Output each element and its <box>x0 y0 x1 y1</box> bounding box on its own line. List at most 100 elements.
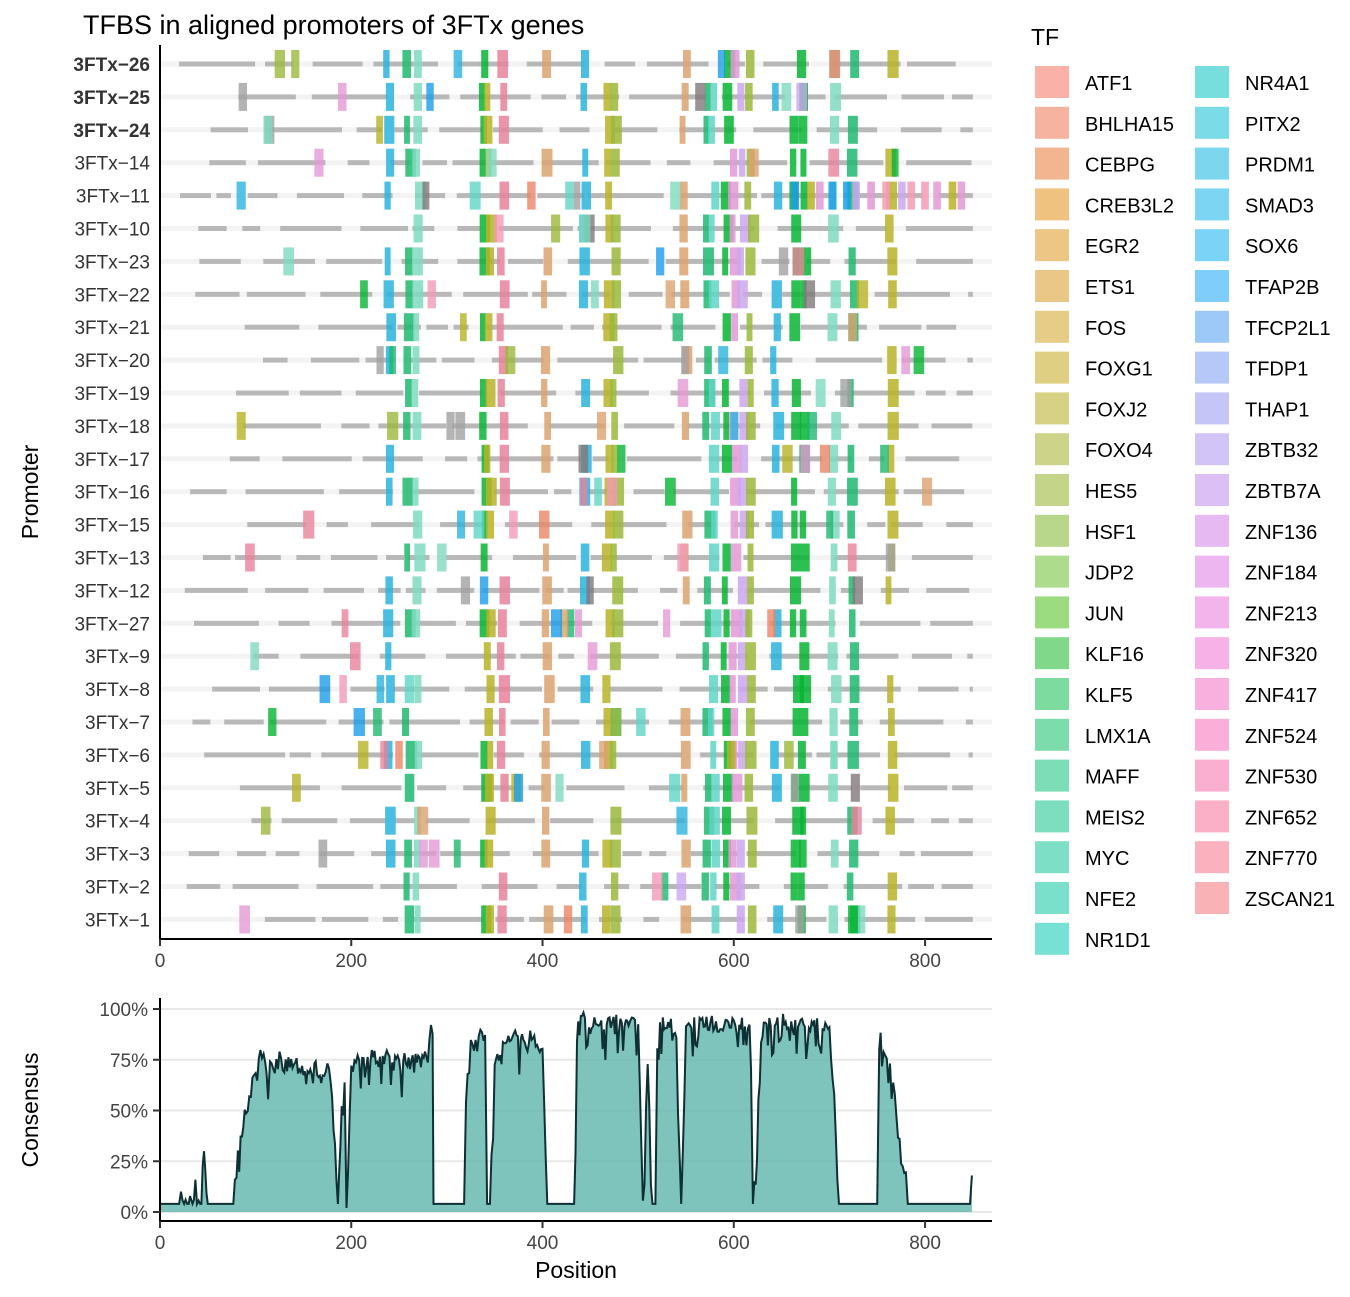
binding-site <box>415 181 426 210</box>
binding-site <box>303 510 315 539</box>
binding-site <box>887 510 899 539</box>
sequence-segment <box>452 423 528 429</box>
bottom-x-axis-title: Position <box>535 1257 617 1283</box>
binding-site <box>745 708 755 736</box>
binding-site <box>580 82 588 111</box>
binding-site <box>745 740 757 769</box>
binding-site <box>891 148 899 177</box>
binding-site <box>898 181 906 210</box>
sequence-segment <box>246 291 306 297</box>
sequence-segment <box>931 423 973 429</box>
sequence-segment <box>537 193 585 199</box>
legend-entry: TFAP2B <box>1245 277 1319 299</box>
sequence-segment <box>498 226 573 231</box>
binding-site <box>412 148 420 177</box>
sequence-segment <box>920 851 973 857</box>
sequence-segment <box>510 719 539 725</box>
binding-site <box>414 50 422 78</box>
binding-site <box>800 806 807 835</box>
binding-site <box>239 905 250 934</box>
sequence-segment <box>460 94 531 100</box>
sequence-segment <box>282 456 352 462</box>
sequence-segment <box>268 686 331 692</box>
sequence-segment <box>382 916 399 922</box>
binding-site <box>792 675 804 704</box>
binding-site <box>723 214 734 243</box>
binding-site <box>708 379 716 407</box>
binding-site <box>581 839 590 868</box>
binding-site <box>730 411 739 440</box>
binding-site <box>708 214 715 243</box>
y-tick-label: 50% <box>110 1102 148 1123</box>
binding-site <box>826 510 834 539</box>
legend-entry: PRDM1 <box>1245 155 1315 177</box>
sequence-segment <box>493 489 549 495</box>
sequence-segment <box>753 127 803 133</box>
binding-site <box>731 444 742 473</box>
binding-site <box>357 740 369 769</box>
binding-site <box>711 181 720 210</box>
binding-site <box>710 609 722 638</box>
binding-site <box>799 675 812 704</box>
sequence-segment <box>879 719 944 725</box>
binding-site <box>260 806 271 835</box>
sequence-segment <box>610 620 659 626</box>
binding-site <box>670 181 681 210</box>
binding-site <box>791 214 802 243</box>
binding-site <box>771 510 783 539</box>
binding-site <box>827 477 837 506</box>
x-tick-label: 200 <box>335 1233 367 1254</box>
legend-swatch <box>1195 270 1229 302</box>
promoter-label: 3FTx−21 <box>74 318 150 339</box>
sequence-segment <box>528 785 545 791</box>
sequence-segment <box>245 489 324 495</box>
binding-site <box>422 181 430 210</box>
binding-site <box>739 510 750 539</box>
sequence-segment <box>341 423 370 429</box>
binding-site <box>500 82 508 111</box>
binding-site <box>843 181 851 210</box>
sequence-segment <box>393 686 450 692</box>
binding-site <box>737 247 745 276</box>
binding-site <box>500 773 509 802</box>
legend-entry: HSF1 <box>1085 522 1136 544</box>
sequence-segment <box>663 555 720 560</box>
binding-site <box>745 609 753 638</box>
sequence-segment <box>235 555 281 560</box>
legend-swatch <box>1035 514 1069 547</box>
binding-site <box>413 313 420 342</box>
sequence-segment <box>609 686 663 692</box>
sequence-segment <box>648 785 684 791</box>
bottom-y-ticks: 0% 25% 50% 75% 100% <box>99 1000 160 1224</box>
tfbs-panel: 3FTx−26 3FTx−25 3FTx−24 3FTx−14 3FTx−11 3FTx−… <box>17 45 992 972</box>
sequence-segment <box>874 291 950 297</box>
binding-site <box>704 82 711 111</box>
binding-site <box>543 905 554 934</box>
binding-site <box>707 115 715 144</box>
sequence-segment <box>926 324 957 330</box>
binding-site <box>816 181 824 210</box>
binding-site <box>603 313 615 342</box>
binding-site <box>318 839 328 868</box>
binding-site <box>484 708 493 736</box>
consensus-area <box>160 1012 972 1212</box>
sequence-segment <box>806 258 831 264</box>
binding-site <box>427 280 436 309</box>
binding-site <box>807 181 815 210</box>
sequence-segment <box>671 291 730 297</box>
binding-site <box>404 773 415 802</box>
binding-site <box>605 115 616 144</box>
sequence-segment <box>184 587 248 593</box>
binding-site <box>718 346 729 375</box>
sequence-segment <box>229 456 260 462</box>
binding-site <box>680 740 691 769</box>
binding-site <box>721 379 729 407</box>
binding-site <box>703 247 714 276</box>
binding-site <box>656 247 665 276</box>
binding-site <box>708 280 720 309</box>
sequence-segment <box>198 226 227 231</box>
legend-entry: FOS <box>1085 318 1126 340</box>
sequence-segment <box>628 291 663 297</box>
binding-site <box>791 510 798 539</box>
binding-site <box>746 50 755 78</box>
